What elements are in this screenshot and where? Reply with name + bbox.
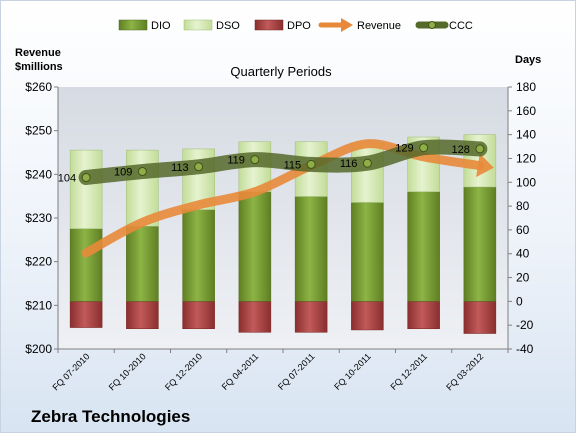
ccc-point: [419, 143, 429, 153]
ccc-point: [194, 162, 204, 172]
ccc-data-label: 119: [227, 155, 245, 167]
right-tick-label: 120: [516, 151, 536, 165]
ccc-point: [362, 158, 372, 168]
dio-bar: [238, 191, 272, 302]
legend-label-dio: DIO: [151, 20, 171, 32]
dio-bar: [182, 209, 215, 302]
right-tick-label: 40: [516, 247, 530, 261]
legend-label-ccc: CCC: [449, 20, 473, 32]
lines-layer: 104 109 113 119 115 116 129 128: [58, 139, 494, 258]
chart-title: Quarterly Periods: [230, 64, 332, 79]
right-tick-label: 140: [516, 128, 536, 142]
right-tick-label: 160: [516, 104, 536, 118]
dso-bar: [351, 142, 384, 203]
ccc-point: [137, 167, 147, 177]
ccc-data-label: 115: [284, 159, 302, 171]
dio-bar: [351, 202, 384, 302]
left-tick-label: $200: [25, 342, 52, 356]
dpo-bar: [69, 301, 103, 328]
legend-label-dpo: DPO: [287, 20, 311, 32]
revenue-arrowhead: [476, 153, 494, 178]
legend-point-ccc: [428, 21, 436, 29]
company-name: Zebra Technologies: [31, 407, 190, 426]
ccc-data-label: 113: [171, 162, 189, 174]
x-tick-label: FQ 12-2010: [163, 351, 204, 392]
legend-swatch-dio: [118, 19, 148, 31]
dio-bar: [69, 228, 103, 302]
left-tick-label: $250: [25, 124, 52, 138]
ccc-point: [306, 159, 316, 169]
legend-swatch-dpo: [254, 19, 284, 31]
left-tick-label: $260: [25, 80, 52, 94]
dso-bar: [69, 149, 103, 229]
left-tick-label: $220: [25, 255, 52, 269]
x-tick-label: FQ 10-2011: [332, 351, 373, 392]
x-tick-label: FQ 07-2010: [51, 351, 92, 392]
right-tick-label: 180: [516, 80, 536, 94]
left-axis-label-line1: Revenue: [15, 47, 61, 59]
legend-swatch-dso: [183, 19, 213, 31]
ccc-point: [250, 155, 260, 165]
dpo-bar: [351, 301, 384, 331]
right-tick-label: 20: [516, 271, 530, 285]
right-tick-label: -40: [516, 342, 534, 356]
dio-bar: [407, 191, 440, 302]
dpo-bar: [238, 301, 272, 333]
dpo-bar: [463, 301, 497, 334]
left-axis-label-line2: $millions: [15, 61, 63, 73]
x-tick-label: FQ 04-2011: [220, 351, 261, 392]
right-tick-label: 100: [516, 175, 536, 189]
ccc-data-label: 109: [114, 167, 132, 179]
legend-label-dso: DSO: [216, 20, 240, 32]
plot-area: [58, 87, 508, 349]
ccc-data-label: 128: [452, 144, 470, 156]
x-tick-label: FQ 10-2010: [107, 351, 148, 392]
left-tick-label: $230: [25, 211, 52, 225]
x-tick-label: FQ 03-2012: [444, 351, 485, 392]
right-tick-label: 80: [516, 199, 530, 213]
legend-arrowhead-revenue: [341, 18, 353, 32]
right-axis-label: Days: [515, 54, 541, 66]
ccc-data-label: 129: [395, 143, 413, 155]
dpo-bar: [126, 301, 159, 330]
x-tick-label: FQ 07-2011: [276, 351, 317, 392]
right-tick-label: -20: [516, 318, 534, 332]
legend: DIO DSO DPO Revenue CCC: [118, 18, 473, 32]
right-tick-label: 0: [516, 294, 523, 308]
dio-bar: [294, 196, 328, 302]
right-tick-label: 60: [516, 223, 530, 237]
legend-label-revenue: Revenue: [357, 20, 401, 32]
ccc-point: [475, 144, 485, 154]
dpo-bar: [407, 301, 440, 330]
left-tick-label: $240: [25, 167, 52, 181]
ccc-point: [81, 173, 91, 183]
dpo-bar: [182, 301, 215, 330]
dio-bar: [126, 226, 159, 302]
dpo-bar: [294, 301, 328, 333]
ccc-data-label: 104: [58, 173, 76, 185]
ccc-data-label: 116: [340, 158, 358, 170]
left-tick-label: $210: [25, 298, 52, 312]
ccc-line: [78, 139, 488, 186]
dio-bar: [463, 186, 497, 302]
x-tick-label: FQ 12-2011: [388, 351, 429, 392]
